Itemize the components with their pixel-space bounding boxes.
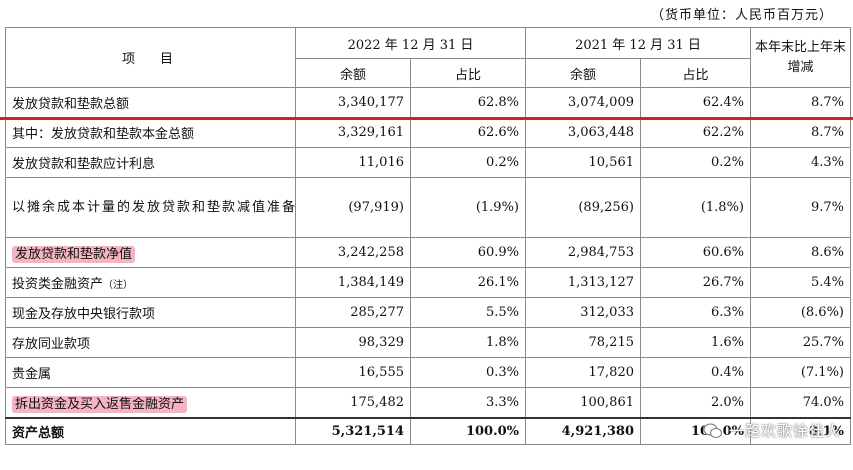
balance-header-2021: 余额 [525,58,641,88]
share-2022: 0.2% [410,147,526,178]
yoy-change: (8.6%) [750,297,851,328]
balance-2021: 1,313,127 [525,267,641,298]
balance-2022: 3,329,161 [295,117,411,148]
row-label-cell: 拆出资金及买入返售金融资产 [5,387,296,418]
header-row-metrics: 余额 占比 余额 占比 [6,58,851,88]
table-row: 投资类金融资产（注） 1,384,149 26.1% 1,313,127 26.… [5,267,851,298]
balance-2022: 11,016 [295,147,411,178]
balance-2021: 2,984,753 [525,237,641,268]
yoy-change: 74.0% [750,387,851,418]
yoy-change: 8.1% [750,416,851,445]
row-label: 资产总额 [5,416,296,445]
share-2022: 26.1% [410,267,526,298]
share-2022: 100.0% [410,416,526,445]
balance-2021: 10,561 [525,147,641,178]
row-label: 贵金属 [5,357,296,388]
share-2022: (1.9%) [410,177,526,238]
row-label: 现金及存放中央银行款项 [5,297,296,328]
yoy-change: 9.7% [750,177,851,238]
share-2021: 2.0% [640,387,751,418]
balance-2022: 16,555 [295,357,411,388]
currency-unit-note: （货币单位：人民币百万元） [650,8,833,23]
balance-2021: 3,074,009 [525,87,641,118]
share-2021: 60.6% [640,237,751,268]
balance-2021: 4,921,380 [525,416,641,445]
balance-2022: (97,919) [295,177,411,238]
share-2022: 62.8% [410,87,526,118]
share-2021: 0.4% [640,357,751,388]
balance-2022: 3,242,258 [295,237,411,268]
change-column-header: 本年末比上年末增减 [750,27,851,88]
table-row: 以摊余成本计量的发放贷款和垫款减值准备 (97,919) (1.9%) (89,… [5,177,851,238]
yoy-change: 8.7% [750,87,851,118]
table-row: 其中：发放贷款和垫款本金总额 3,329,161 62.6% 3,063,448… [5,117,851,148]
yoy-change: 8.7% [750,117,851,148]
watermark: 一路欢歌徐佳人 [703,420,841,441]
header-row-periods: 项 目 2022 年 12 月 31 日 2021 年 12 月 31 日 本年… [5,27,851,88]
table-row: 贵金属 16,555 0.3% 17,820 0.4% (7.1%) [5,357,851,388]
share-2022: 0.3% [410,357,526,388]
balance-2022: 98,329 [295,327,411,358]
row-label: 发放贷款和垫款总额 [5,87,296,118]
table-row: 现金及存放中央银行款项 285,277 5.5% 312,033 6.3% (8… [5,297,851,328]
share-2021: 6.3% [640,297,751,328]
row-label-cell: 发放贷款和垫款净值 [5,237,296,268]
row-note: （注） [103,280,134,291]
period-2021-header: 2021 年 12 月 31 日 [525,27,751,59]
share-header-2021: 占比 [640,58,751,88]
balance-2022: 1,384,149 [295,267,411,298]
balance-2021: 100,861 [525,387,641,418]
balance-header-2022: 余额 [295,58,411,88]
period-2022-header: 2022 年 12 月 31 日 [295,27,526,59]
share-2021: 26.7% [640,267,751,298]
balance-2021: 3,063,448 [525,117,641,148]
balance-2022: 3,340,177 [295,87,411,118]
table-row: 发放贷款和垫款总额 3,340,177 62.8% 3,074,009 62.4… [5,87,851,118]
yoy-change: 8.6% [750,237,851,268]
share-header-2022: 占比 [410,58,526,88]
share-2022: 5.5% [410,297,526,328]
share-2021: 62.2% [640,117,751,148]
balance-2022: 285,277 [295,297,411,328]
share-2021: 1.6% [640,327,751,358]
balance-2021: 78,215 [525,327,641,358]
row-label: 其中：发放贷款和垫款本金总额 [5,117,296,148]
balance-2021: 312,033 [525,297,641,328]
share-2022: 3.3% [410,387,526,418]
balance-2022: 175,482 [295,387,411,418]
highlighted-row-label: 发放贷款和垫款净值 [12,246,136,263]
balance-2021: (89,256) [525,177,641,238]
yoy-change: (7.1%) [750,357,851,388]
table-row: 存放同业款项 98,329 1.8% 78,215 1.6% 25.7% [5,327,851,358]
item-column-header: 项 目 [5,27,296,88]
balance-2022: 5,321,514 [295,416,411,445]
share-2022: 62.6% [410,117,526,148]
table-row: 发放贷款和垫款净值 3,242,258 60.9% 2,984,753 60.6… [5,237,851,268]
share-2021: 62.4% [640,87,751,118]
row-label: 以摊余成本计量的发放贷款和垫款减值准备 [5,177,296,238]
yoy-change: 4.3% [750,147,851,178]
row-label: 存放同业款项 [5,327,296,358]
asset-composition-table: 项 目 2022 年 12 月 31 日 2021 年 12 月 31 日 本年… [5,27,851,445]
share-2021: (1.8%) [640,177,751,238]
watermark-text: 一路欢歌徐佳人 [728,422,841,440]
share-2022: 60.9% [410,237,526,268]
row-label: 投资类金融资产 [12,277,104,292]
share-2021: 0.2% [640,147,751,178]
share-2021: 100.0% [640,416,751,445]
row-label-cell: 投资类金融资产（注） [5,267,296,298]
wechat-icon [703,423,723,439]
yoy-change: 25.7% [750,327,851,358]
row-label: 发放贷款和垫款应计利息 [5,147,296,178]
total-row: 资产总额 5,321,514 100.0% 4,921,380 100.0% 8… [5,416,851,445]
highlighted-row-label: 拆出资金及买入返售金融资产 [12,395,188,413]
share-2022: 1.8% [410,327,526,358]
table-row: 拆出资金及买入返售金融资产 175,482 3.3% 100,861 2.0% … [5,387,851,418]
balance-2021: 17,820 [525,357,641,388]
red-underline [0,117,853,120]
yoy-change: 5.4% [750,267,851,298]
table-row: 发放贷款和垫款应计利息 11,016 0.2% 10,561 0.2% 4.3% [5,147,851,178]
